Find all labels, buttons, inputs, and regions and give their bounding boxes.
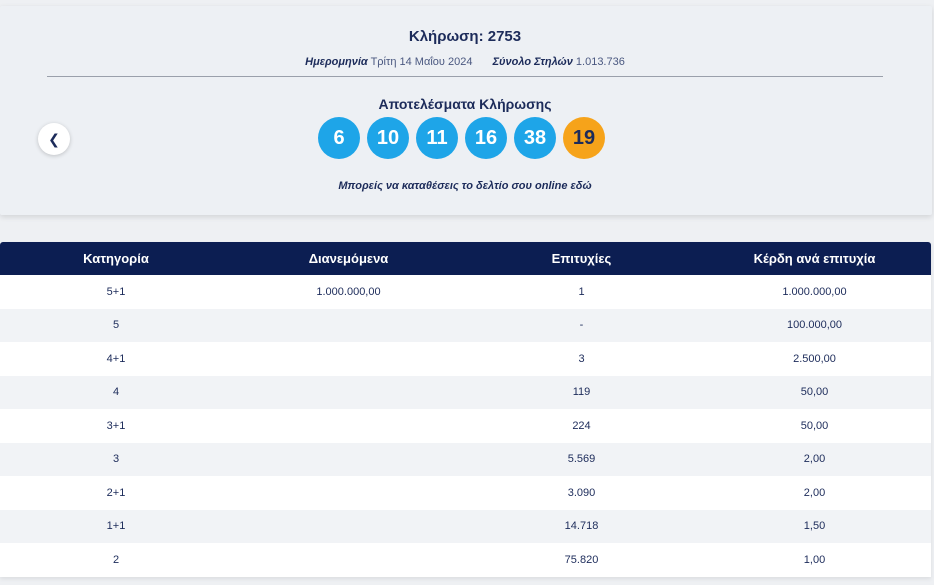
table-row: 4 119 50,00 — [0, 375, 931, 409]
table-body: 5+1 1.000.000,00 1 1.000.000,00 5 - 100.000,00… — [0, 275, 931, 577]
number-ball: 16 — [465, 117, 507, 159]
number-ball: 11 — [416, 117, 458, 159]
draw-card: Κλήρωση: 2753 Ημερομηνία Τρίτη 14 Μαΐου … — [0, 6, 932, 215]
cell-distributed: 1.000.000,00 — [316, 285, 381, 298]
cell-category: 5 — [112, 319, 120, 332]
table-row: 2+1 3.090 2,00 — [0, 476, 931, 510]
table-row: 2 75.820 1,00 — [0, 543, 931, 577]
cell-prize: 2,00 — [803, 453, 826, 466]
table-row: 3+1 224 50,00 — [0, 409, 931, 443]
previous-draw-button[interactable]: ❮ — [38, 123, 70, 155]
number-ball: 38 — [514, 117, 556, 159]
cell-winners: 3.090 — [567, 486, 596, 499]
header-prize-per-winner: Κέρδη ανά επιτυχία — [753, 251, 876, 266]
cell-prize: 2,00 — [803, 486, 826, 499]
cell-category: 1+1 — [106, 520, 126, 533]
header-distributed: Διανεμόμενα — [308, 251, 389, 266]
cell-winners: 14.718 — [564, 520, 599, 533]
columns-value: 1.013.736 — [575, 56, 625, 68]
table-row: 1+1 14.718 1,50 — [0, 509, 931, 543]
cell-prize: 1,00 — [803, 553, 826, 566]
draw-meta: Ημερομηνία Τρίτη 14 Μαΐου 2024 Σύνολο Στ… — [0, 56, 930, 68]
cell-winners: 3 — [578, 352, 585, 365]
cell-category: 2+1 — [106, 486, 126, 499]
joker-ball: 19 — [563, 117, 605, 159]
cell-category: 5+1 — [106, 285, 126, 298]
table-row: 3 5.569 2,00 — [0, 442, 931, 476]
header-winners: Επιτυχίες — [551, 251, 612, 266]
cell-winners: 75.820 — [564, 553, 599, 566]
number-ball: 6 — [318, 117, 360, 159]
cell-prize: 50,00 — [800, 386, 829, 399]
date-value: Τρίτη 14 Μαΐου 2024 — [370, 56, 473, 68]
chevron-left-icon: ❮ — [48, 130, 60, 147]
prize-table: Κατηγορία Διανεμόμενα Επιτυχίες Κέρδη αν… — [0, 242, 931, 577]
cell-winners: 1 — [578, 285, 585, 298]
table-row: 4+1 3 2.500,00 — [0, 342, 931, 376]
draw-title: Κλήρωση: 2753 — [408, 28, 522, 45]
date-label: Ημερομηνία — [305, 56, 368, 68]
cell-category: 4+1 — [106, 352, 126, 365]
table-header: Κατηγορία Διανεμόμενα Επιτυχίες Κέρδη αν… — [0, 242, 931, 275]
cell-category: 2 — [112, 553, 120, 566]
online-text: Μπορείς να καταθέσεις το δελτίο σου onli… — [338, 180, 568, 192]
cell-category: 4 — [112, 386, 120, 399]
results-title: Αποτελέσματα Κλήρωσης — [378, 96, 552, 112]
cell-prize: 1,50 — [803, 520, 826, 533]
table-row: 5+1 1.000.000,00 1 1.000.000,00 — [0, 275, 931, 309]
divider — [47, 76, 883, 77]
online-play-text: Μπορείς να καταθέσεις το δελτίο σου onli… — [0, 180, 930, 192]
cell-winners: - — [579, 319, 584, 332]
table-row: 5 - 100.000,00 — [0, 308, 931, 342]
cell-winners: 119 — [572, 386, 591, 399]
cell-prize: 50,00 — [800, 419, 829, 432]
cell-prize: 100.000,00 — [786, 319, 843, 332]
cell-winners: 5.569 — [567, 453, 596, 466]
header-category: Κατηγορία — [83, 251, 149, 266]
columns-label: Σύνολο Στηλών — [492, 56, 573, 68]
cell-category: 3 — [112, 453, 120, 466]
cell-prize: 1.000.000,00 — [782, 285, 847, 298]
online-link[interactable]: εδώ — [570, 180, 592, 192]
winning-numbers: 6 10 11 16 38 19 — [318, 117, 605, 159]
cell-prize: 2.500,00 — [793, 352, 836, 365]
cell-winners: 224 — [572, 419, 591, 432]
cell-category: 3+1 — [106, 419, 126, 432]
number-ball: 10 — [367, 117, 409, 159]
